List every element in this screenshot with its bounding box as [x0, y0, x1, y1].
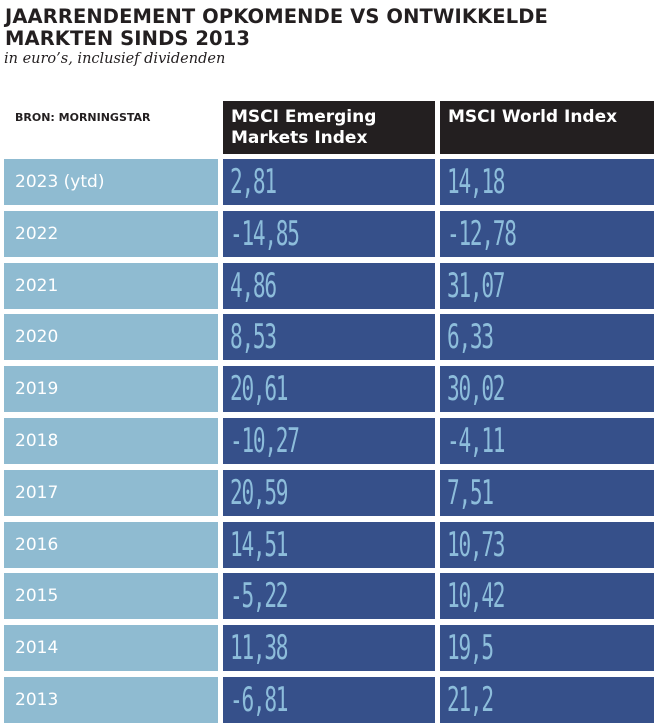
value-label: -5,22 [230, 576, 289, 616]
year-cell: 2020 [4, 314, 218, 360]
world-value-cell: 19,5 [440, 625, 654, 671]
column-header-world: MSCI World Index [440, 101, 654, 154]
table-row: 2013 -6,81 21,2 [0, 677, 659, 723]
emerging-value-cell: 4,86 [223, 263, 435, 309]
value-label: -4,11 [447, 421, 506, 461]
table-row: 2016 14,51 10,73 [0, 522, 659, 568]
chart-title: JAARRENDEMENT OPKOMENDE VS ONTWIKKELDE M… [5, 5, 548, 50]
value-label: 2,81 [230, 162, 277, 202]
year-cell: 2013 [4, 677, 218, 723]
world-value-cell: 14,18 [440, 159, 654, 205]
year-cell: 2018 [4, 418, 218, 464]
world-value-cell: 10,42 [440, 573, 654, 619]
world-value-cell: 7,51 [440, 470, 654, 516]
value-label: 21,2 [447, 680, 494, 720]
world-value-cell: 31,07 [440, 263, 654, 309]
world-value-cell: -12,78 [440, 211, 654, 257]
value-label: 8,53 [230, 317, 277, 357]
year-cell: 2015 [4, 573, 218, 619]
chart-subtitle: in euro’s, inclusief dividenden [4, 51, 226, 67]
emerging-value-cell: 20,59 [223, 470, 435, 516]
year-cell: 2017 [4, 470, 218, 516]
year-cell: 2019 [4, 366, 218, 412]
world-value-cell: 6,33 [440, 314, 654, 360]
source-label: BRON: MORNINGSTAR [15, 111, 151, 124]
emerging-value-cell: 8,53 [223, 314, 435, 360]
value-label: -6,81 [230, 680, 289, 720]
value-label: 30,02 [447, 369, 506, 409]
world-value-cell: 21,2 [440, 677, 654, 723]
value-label: 11,38 [230, 628, 289, 668]
world-value-cell: -4,11 [440, 418, 654, 464]
emerging-value-cell: 20,61 [223, 366, 435, 412]
value-label: 14,18 [447, 162, 506, 202]
value-label: 19,5 [447, 628, 494, 668]
column-header-emerging: MSCI Emerging Markets Index [223, 101, 435, 154]
year-cell: 2021 [4, 263, 218, 309]
table-row: 2023 (ytd) 2,81 14,18 [0, 159, 659, 205]
value-label: -10,27 [230, 421, 300, 461]
table-row: 2019 20,61 30,02 [0, 366, 659, 412]
emerging-value-cell: 11,38 [223, 625, 435, 671]
table-row: 2022 -14,85 -12,78 [0, 211, 659, 257]
table-row: 2018 -10,27 -4,11 [0, 418, 659, 464]
emerging-value-cell: -14,85 [223, 211, 435, 257]
value-label: 31,07 [447, 266, 506, 306]
emerging-value-cell: -10,27 [223, 418, 435, 464]
value-label: 6,33 [447, 317, 494, 357]
value-label: 10,73 [447, 525, 506, 565]
value-label: 20,61 [230, 369, 289, 409]
value-label: 10,42 [447, 576, 506, 616]
table-row: 2014 11,38 19,5 [0, 625, 659, 671]
value-label: -12,78 [447, 214, 517, 254]
table-row: 2017 20,59 7,51 [0, 470, 659, 516]
emerging-value-cell: -6,81 [223, 677, 435, 723]
value-label: -14,85 [230, 214, 300, 254]
world-value-cell: 30,02 [440, 366, 654, 412]
emerging-value-cell: -5,22 [223, 573, 435, 619]
year-cell: 2016 [4, 522, 218, 568]
world-value-cell: 10,73 [440, 522, 654, 568]
value-label: 14,51 [230, 525, 289, 565]
emerging-value-cell: 14,51 [223, 522, 435, 568]
value-label: 20,59 [230, 473, 289, 513]
year-cell: 2023 (ytd) [4, 159, 218, 205]
table-row: 2021 4,86 31,07 [0, 263, 659, 309]
value-label: 7,51 [447, 473, 494, 513]
year-cell: 2022 [4, 211, 218, 257]
year-cell: 2014 [4, 625, 218, 671]
table-row: 2020 8,53 6,33 [0, 314, 659, 360]
table-row: 2015 -5,22 10,42 [0, 573, 659, 619]
emerging-value-cell: 2,81 [223, 159, 435, 205]
value-label: 4,86 [230, 266, 277, 306]
